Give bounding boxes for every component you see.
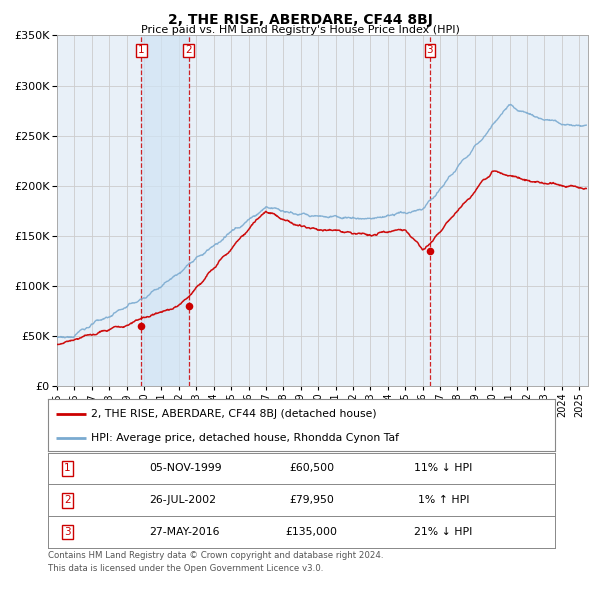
Text: 2, THE RISE, ABERDARE, CF44 8BJ (detached house): 2, THE RISE, ABERDARE, CF44 8BJ (detache… [91,409,377,419]
Text: 21% ↓ HPI: 21% ↓ HPI [414,527,473,537]
Text: 2, THE RISE, ABERDARE, CF44 8BJ: 2, THE RISE, ABERDARE, CF44 8BJ [167,13,433,27]
Text: 1% ↑ HPI: 1% ↑ HPI [418,496,469,505]
Text: 3: 3 [427,45,433,55]
Text: £60,500: £60,500 [289,464,334,473]
Point [425,247,435,256]
Text: Price paid vs. HM Land Registry's House Price Index (HPI): Price paid vs. HM Land Registry's House … [140,25,460,35]
Text: 05-NOV-1999: 05-NOV-1999 [149,464,222,473]
Text: 26-JUL-2002: 26-JUL-2002 [149,496,217,505]
Bar [142,35,188,386]
Text: £135,000: £135,000 [286,527,338,537]
Text: 1: 1 [138,45,145,55]
Text: HPI: Average price, detached house, Rhondda Cynon Taf: HPI: Average price, detached house, Rhon… [91,434,399,443]
Text: This data is licensed under the Open Government Licence v3.0.: This data is licensed under the Open Gov… [48,564,323,573]
Text: 11% ↓ HPI: 11% ↓ HPI [414,464,473,473]
Text: 2: 2 [64,496,71,505]
Point [137,321,146,330]
Text: 27-MAY-2016: 27-MAY-2016 [149,527,220,537]
Text: 1: 1 [64,464,71,473]
Point [184,301,193,311]
Text: £79,950: £79,950 [289,496,334,505]
Text: 3: 3 [64,527,71,537]
Text: Contains HM Land Registry data © Crown copyright and database right 2024.: Contains HM Land Registry data © Crown c… [48,551,383,560]
Text: 2: 2 [185,45,192,55]
